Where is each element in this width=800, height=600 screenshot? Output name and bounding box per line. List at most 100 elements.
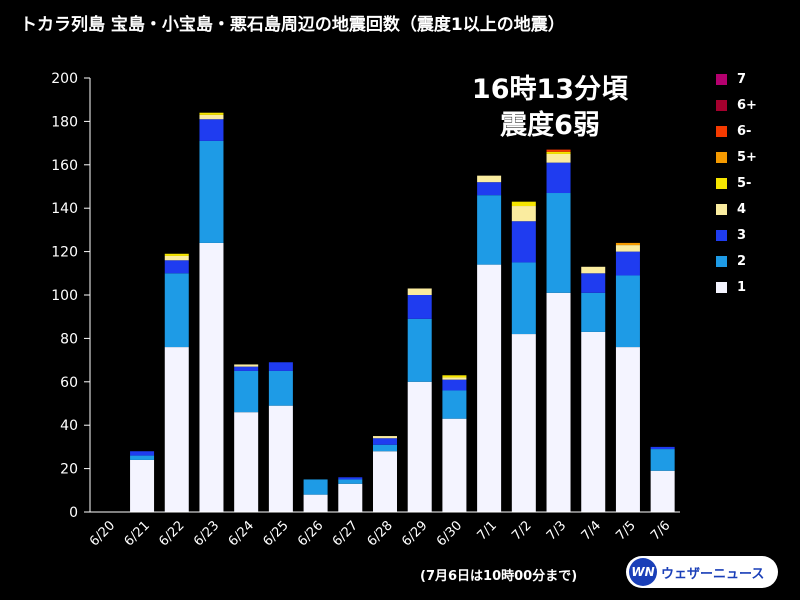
bar-segment-7-3-int-3 [546, 162, 571, 194]
bar-segment-7-5-int-5+ [615, 242, 640, 246]
legend-label: 7 [737, 71, 747, 87]
bar-segment-6-24-int-1 [234, 412, 259, 512]
bar-segment-6-27-int-1 [338, 483, 363, 512]
x-tick-label: 6/22 [156, 518, 187, 549]
bar-segment-6-23-int-4 [199, 114, 224, 120]
bar-segment-6-28-int-3 [373, 438, 397, 445]
bar-segment-6-24-int-3 [234, 366, 259, 371]
legend-swatch [716, 125, 727, 137]
x-tick-label: 6/23 [191, 518, 222, 549]
chart-title: トカラ列島 宝島・小宝島・悪石島周辺の地震回数（震度1以上の地震） [20, 15, 565, 35]
x-tick-label: 7/6 [648, 518, 673, 543]
footnote: (7月6日は10時00分まで) [420, 569, 578, 584]
x-tick-label: 6/29 [399, 518, 430, 549]
bar-segment-6-27-int-2 [338, 479, 363, 484]
bar-segment-6-22-int-3 [164, 260, 189, 274]
legend-swatch [716, 255, 727, 267]
bar-segment-7-5-int-2 [615, 275, 640, 348]
bar-segment-6-29-int-1 [407, 381, 432, 512]
bar-segment-7-3-int-6- [546, 149, 571, 152]
legend-item: 6+ [716, 92, 757, 118]
bar-segment-6-21-int-2 [130, 455, 155, 460]
bar-segment-6-29-int-3 [407, 295, 432, 319]
bar-segment-6-22-int-2 [164, 273, 189, 348]
legend-label: 6+ [737, 97, 757, 113]
bar-segment-6-28-int-1 [373, 451, 397, 512]
legend-item: 6- [716, 118, 757, 144]
bar-segment-6-29-int-2 [407, 318, 432, 382]
bar-segment-6-23-int-3 [199, 119, 224, 141]
bar-segment-6-30-int-4 [442, 377, 467, 380]
x-tick-label: 6/27 [330, 518, 361, 549]
x-tick-label: 6/28 [365, 518, 396, 549]
x-tick-label: 7/3 [544, 518, 569, 543]
legend-swatch [716, 177, 727, 189]
y-tick-label: 120 [51, 245, 78, 261]
x-tick-label: 6/24 [226, 518, 257, 549]
bar-segment-6-28-int-4 [373, 436, 397, 439]
bar-segment-6-22-int-4 [164, 255, 189, 261]
logo-text: ウェザーニュース [661, 566, 765, 582]
legend-swatch [716, 99, 727, 111]
x-tick-label: 7/5 [613, 518, 638, 543]
bar-segment-7-3-int-5- [546, 151, 571, 154]
y-tick-label: 160 [51, 158, 78, 174]
bar-segment-6-24-int-2 [234, 370, 259, 413]
bar-segment-6-29-int-4 [407, 288, 432, 295]
x-tick-label: 6/20 [87, 518, 118, 549]
annotation-time: 16時13分頃 [471, 74, 629, 105]
bar-segment-6-21-int-1 [130, 459, 155, 512]
legend-item: 2 [716, 248, 757, 274]
annotation: 16時13分頃 震度6弱 [440, 72, 660, 144]
y-tick-label: 200 [51, 71, 78, 87]
bar-segment-7-6-int-2 [650, 449, 675, 471]
bar-segment-6-25-int-3 [268, 362, 293, 371]
bar-segment-7-3-int-4 [546, 153, 571, 163]
bar-segment-7-4-int-3 [581, 273, 606, 293]
bar-segment-6-22-int-1 [164, 347, 189, 512]
x-tick-label: 6/26 [295, 518, 326, 549]
legend-label: 6- [737, 123, 752, 139]
bar-segment-6-24-int-4 [234, 364, 259, 367]
y-tick-label: 140 [51, 201, 78, 217]
legend-item: 5+ [716, 144, 757, 170]
legend-swatch [716, 151, 727, 163]
bar-segment-7-4-int-1 [581, 331, 606, 512]
y-tick-label: 0 [69, 505, 78, 521]
y-tick-label: 60 [60, 375, 78, 391]
bar-segment-7-2-int-2 [511, 262, 536, 335]
bar-segment-7-4-int-2 [581, 292, 606, 332]
y-axis: 0 20 40 60 80 100 120 140 160 180 200 [51, 71, 91, 521]
x-axis: 6/20 6/21 6/22 6/23 6/24 6/25 6/26 6/27 6/28 6/29… [87, 511, 680, 549]
legend-item: 4 [716, 196, 757, 222]
bar-segment-6-23-int-2 [199, 140, 224, 243]
bar-segment-6-30-int-3 [442, 379, 467, 391]
bar-segment-6-25-int-1 [268, 405, 293, 512]
bar-segment-6-30-int-5- [442, 375, 467, 378]
legend-label: 5- [737, 175, 752, 191]
bar-segment-7-2-int-1 [511, 334, 536, 512]
bar-segment-7-5-int-1 [615, 347, 640, 512]
weathernews-logo: WN ウェザーニュース [626, 556, 778, 588]
legend-label: 3 [737, 227, 747, 243]
bar-segment-6-26-int-1 [303, 494, 328, 512]
y-tick-label: 100 [51, 288, 78, 304]
legend-swatch [716, 73, 727, 85]
bar-segment-6-30-int-1 [442, 418, 467, 512]
bar-segment-7-2-int-4 [511, 206, 536, 222]
bar-segment-6-25-int-2 [268, 370, 293, 406]
bar-segment-7-5-int-3 [615, 251, 640, 276]
legend-item: 5- [716, 170, 757, 196]
legend-item: 1 [716, 274, 757, 300]
bar-segment-6-26-int-2 [303, 479, 328, 495]
legend-label: 4 [737, 201, 747, 217]
legend-swatch [716, 229, 727, 241]
bar-segment-6-23-int-5- [199, 112, 224, 115]
bar-segment-7-3-int-1 [546, 292, 571, 512]
bar-segment-7-1-int-3 [477, 182, 502, 196]
legend-swatch [716, 281, 727, 293]
legend-label: 1 [737, 279, 747, 295]
legend-label: 5+ [737, 149, 757, 165]
x-tick-label: 6/30 [434, 518, 465, 549]
